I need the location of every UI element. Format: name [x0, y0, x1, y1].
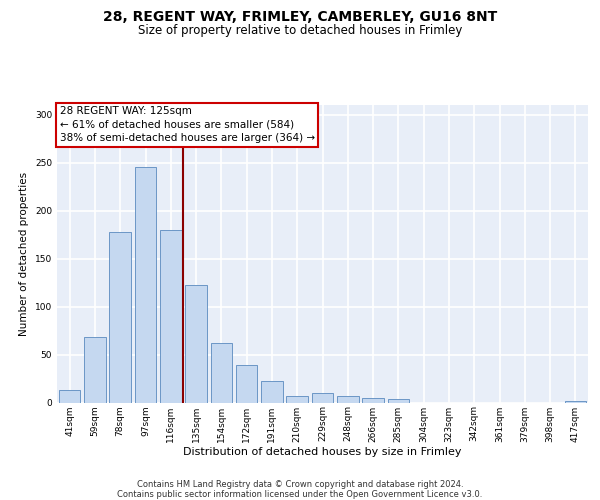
Bar — [312, 393, 333, 402]
Bar — [362, 398, 384, 402]
Bar — [84, 337, 106, 402]
Text: 28, REGENT WAY, FRIMLEY, CAMBERLEY, GU16 8NT: 28, REGENT WAY, FRIMLEY, CAMBERLEY, GU16… — [103, 10, 497, 24]
Bar — [236, 365, 257, 403]
Bar — [59, 390, 80, 402]
Bar — [185, 286, 207, 403]
Bar — [109, 232, 131, 402]
Text: Contains HM Land Registry data © Crown copyright and database right 2024.
Contai: Contains HM Land Registry data © Crown c… — [118, 480, 482, 499]
Y-axis label: Number of detached properties: Number of detached properties — [19, 172, 29, 336]
Bar — [286, 396, 308, 402]
Bar — [211, 343, 232, 402]
Bar — [135, 168, 156, 402]
Bar — [388, 398, 409, 402]
Text: Size of property relative to detached houses in Frimley: Size of property relative to detached ho… — [138, 24, 462, 37]
Bar — [337, 396, 359, 402]
Bar — [565, 400, 586, 402]
Text: 28 REGENT WAY: 125sqm
← 61% of detached houses are smaller (584)
38% of semi-det: 28 REGENT WAY: 125sqm ← 61% of detached … — [59, 106, 315, 143]
Bar — [160, 230, 182, 402]
X-axis label: Distribution of detached houses by size in Frimley: Distribution of detached houses by size … — [183, 447, 462, 457]
Bar — [261, 382, 283, 402]
